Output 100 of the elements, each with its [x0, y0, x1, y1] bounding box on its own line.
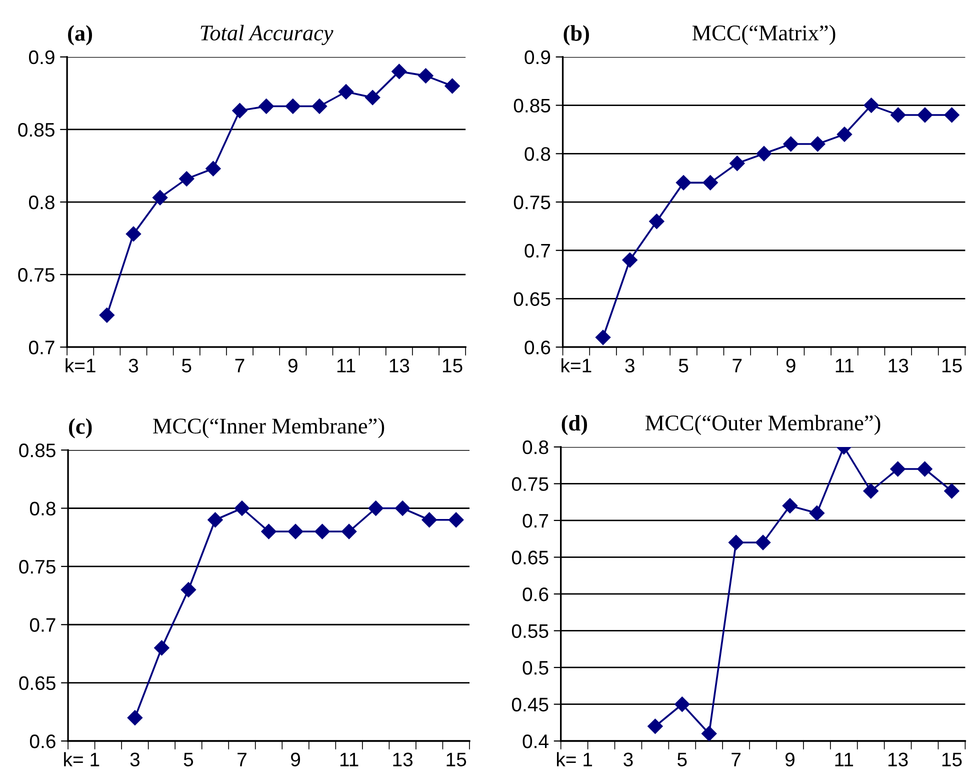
y-tick-label: 0.6 — [30, 734, 56, 748]
point — [288, 524, 304, 540]
point — [836, 126, 852, 142]
x-tick-label: 5 — [182, 358, 192, 372]
y-tick-label: 0.85 — [19, 444, 56, 458]
y-tick-label: 0.5 — [522, 660, 548, 675]
x-tick-label: 15 — [446, 752, 466, 766]
point — [782, 498, 798, 514]
text: (b) — [564, 25, 589, 46]
x-tick-label: 15 — [942, 752, 962, 766]
text: (d) — [562, 415, 588, 436]
y-tick-label: 0.7 — [28, 340, 54, 354]
x-tick-label: 11 — [340, 752, 358, 766]
y-tick-label: 0.7 — [30, 618, 56, 632]
text: (a) — [68, 25, 92, 46]
x-tick-label: 13 — [390, 358, 410, 372]
point — [863, 483, 878, 499]
y-tick-label: 0.75 — [19, 560, 56, 574]
point — [448, 512, 464, 528]
point — [674, 696, 690, 712]
x-tick-label: 3 — [130, 752, 140, 766]
point — [258, 98, 274, 114]
point — [312, 98, 328, 114]
y-tick-label: 0.6 — [522, 587, 548, 602]
y-tick-label: 0.8 — [28, 195, 54, 210]
x-tick-label: 7 — [732, 358, 742, 372]
point — [395, 500, 410, 516]
chart-title: Total Accuracy — [200, 24, 334, 46]
point — [418, 68, 434, 84]
point — [261, 524, 276, 540]
x-tick-label: 3 — [624, 752, 633, 766]
point — [917, 107, 933, 123]
x-tick-label: k=1 — [562, 358, 592, 372]
y-tick-label: 0.7 — [522, 514, 548, 528]
y-tick-label: 0.55 — [512, 624, 548, 638]
point — [890, 461, 906, 477]
point — [285, 98, 300, 114]
x-tick-label: 7 — [732, 752, 740, 766]
y-tick-label: 0.75 — [512, 477, 548, 491]
y-tick-label: 0.9 — [524, 50, 550, 64]
point — [368, 500, 384, 516]
x-tick-label: 11 — [836, 358, 854, 372]
x-tick-label: 13 — [888, 358, 908, 372]
point — [728, 534, 744, 550]
x-tick-label: 11 — [337, 358, 356, 372]
x-tick-label: 9 — [291, 752, 300, 766]
x-tick-label: k= 1 — [64, 752, 100, 766]
point — [338, 84, 354, 100]
y-tick-label: 0.85 — [18, 122, 54, 137]
point — [702, 726, 717, 741]
point — [365, 90, 380, 106]
point — [730, 156, 745, 171]
point — [234, 500, 250, 516]
y-tick-label: 0.45 — [512, 698, 548, 712]
x-tick-label: 7 — [238, 752, 246, 766]
point — [392, 64, 407, 80]
point — [864, 98, 879, 113]
y-tick-label: 0.65 — [514, 292, 550, 306]
point — [890, 107, 906, 123]
chart-title: MCC(“Matrix”) — [692, 24, 836, 46]
point — [702, 175, 718, 190]
y-tick-label: 0.75 — [18, 268, 54, 282]
x-tick-label: 15 — [942, 358, 962, 372]
point — [622, 252, 638, 268]
point — [180, 582, 196, 598]
y-tick-label: 0.4 — [522, 734, 548, 748]
y-tick-label: 0.7 — [524, 244, 550, 258]
point — [179, 171, 194, 186]
point — [152, 190, 168, 206]
y-tick-label: 0.9 — [28, 50, 54, 64]
x-tick-label: 13 — [888, 752, 908, 766]
point — [917, 461, 932, 477]
x-tick-label: k=1 — [66, 358, 96, 372]
x-tick-label: 9 — [785, 752, 794, 766]
point — [127, 710, 143, 726]
y-tick-label: 0.6 — [524, 340, 550, 354]
point — [154, 640, 170, 656]
point — [206, 161, 221, 176]
point — [208, 512, 223, 528]
point — [314, 524, 330, 540]
x-tick-label: 5 — [678, 752, 687, 766]
x-tick-label: 13 — [393, 752, 413, 766]
y-tick-label: 0.8 — [522, 440, 548, 454]
y-tick-label: 0.75 — [514, 195, 550, 210]
y-tick-label: 0.65 — [512, 550, 548, 564]
y-tick-label: 0.8 — [30, 502, 56, 516]
text: (c) — [69, 418, 92, 438]
point — [944, 107, 960, 123]
point — [944, 483, 960, 499]
point — [444, 78, 460, 94]
y-tick-label: 0.65 — [19, 676, 56, 690]
chart-title: MCC(“Inner Membrane”) — [153, 418, 384, 438]
point — [232, 103, 248, 118]
point — [595, 330, 611, 345]
point — [809, 506, 825, 521]
point — [649, 214, 664, 229]
x-tick-label: k= 1 — [556, 752, 592, 766]
point — [783, 136, 798, 152]
y-tick-label: 0.85 — [514, 98, 550, 113]
point — [756, 146, 772, 162]
